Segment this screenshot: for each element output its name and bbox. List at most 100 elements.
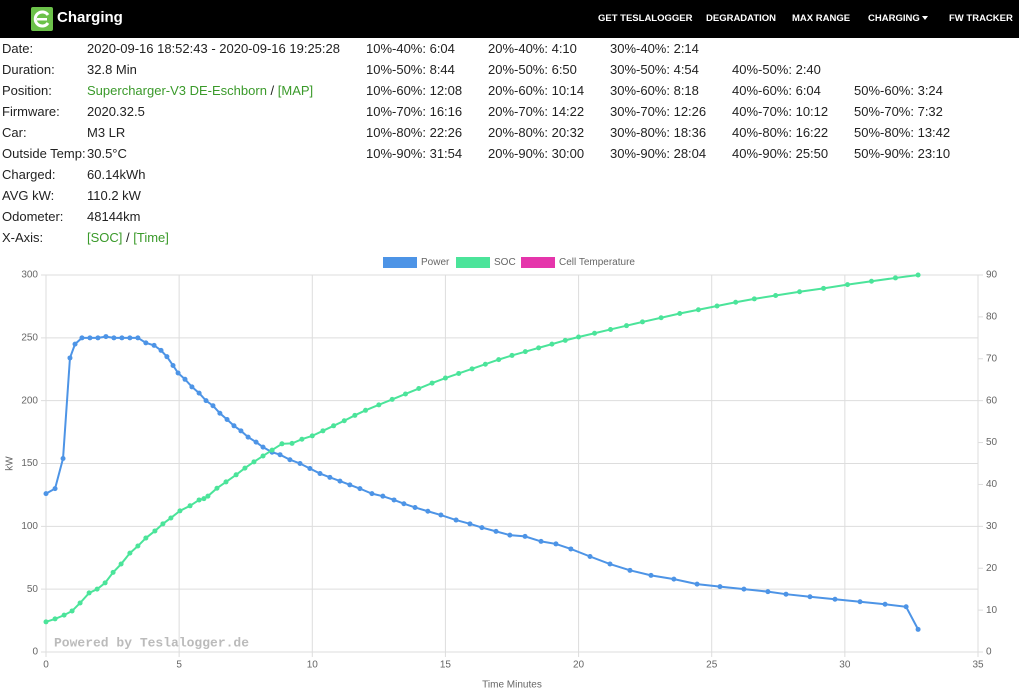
data-point: [627, 567, 633, 573]
legend-label: SOC: [494, 257, 516, 268]
nav-item[interactable]: DEGRADATION: [706, 13, 777, 24]
y2-tick-label: 10: [986, 605, 998, 616]
data-point: [127, 550, 133, 556]
data-point: [238, 428, 244, 434]
data-point: [223, 479, 229, 485]
info-text: 32.8 Min: [87, 62, 137, 77]
duration: 20%-60%: 10:14: [488, 83, 585, 98]
info-text: M3 LR: [87, 125, 126, 140]
info-text: /: [266, 83, 278, 98]
data-point: [94, 586, 100, 592]
duration: 40%-60%: 6:04: [732, 83, 821, 98]
data-point: [143, 535, 149, 541]
y2-tick-label: 50: [986, 437, 998, 448]
x-tick-label: 25: [706, 660, 718, 671]
data-point: [639, 319, 645, 325]
brand[interactable]: Charging: [57, 9, 123, 26]
nav-item[interactable]: CHARGING: [868, 13, 920, 24]
data-point: [160, 521, 166, 527]
duration: 10%-90%: 31:54: [366, 146, 463, 161]
data-point: [61, 612, 67, 618]
data-point: [717, 584, 723, 590]
info-label: Outside Temp:: [2, 146, 86, 161]
duration: 40%-90%: 25:50: [732, 146, 829, 161]
duration: 10%-40%: 6:04: [366, 41, 455, 56]
data-point: [568, 546, 574, 552]
data-point: [538, 538, 544, 544]
nav-item[interactable]: GET TESLALOGGER: [598, 13, 693, 24]
data-point: [175, 370, 181, 376]
duration: 20%-40%: 4:10: [488, 41, 577, 56]
info-value: Supercharger-V3 DE-Eschborn / [MAP]: [87, 83, 313, 98]
data-point: [821, 285, 827, 291]
data-point: [102, 580, 108, 586]
duration: 50%-60%: 3:24: [854, 83, 943, 98]
info-value: 2020.32.5: [87, 104, 145, 119]
info-text: 2020-09-16 18:52:43 - 2020-09-16 19:25:2…: [87, 41, 340, 56]
y2-tick-label: 0: [986, 647, 992, 658]
data-point: [357, 486, 363, 492]
data-point: [245, 434, 251, 440]
y-tick-label: 250: [21, 332, 38, 343]
data-point: [536, 345, 542, 351]
data-point: [87, 335, 93, 341]
link[interactable]: [MAP]: [277, 83, 314, 98]
data-point: [196, 497, 202, 503]
data-point: [467, 521, 473, 527]
data-point: [60, 455, 66, 461]
info-text: 60.14kWh: [87, 167, 146, 182]
x-tick-label: 5: [176, 660, 182, 671]
info-label: Charged:: [2, 167, 56, 182]
nav-item[interactable]: FW TRACKER: [949, 13, 1013, 24]
legend-swatch: [383, 257, 417, 268]
y2-tick-label: 40: [986, 479, 998, 490]
data-point: [562, 337, 568, 343]
duration: 10%-50%: 8:44: [366, 62, 455, 77]
data-point: [331, 423, 337, 429]
y-tick-label: 150: [21, 458, 38, 469]
link[interactable]: Supercharger-V3 DE-Eschborn: [87, 83, 267, 98]
data-point: [915, 626, 921, 632]
y2-tick-label: 20: [986, 563, 998, 574]
data-point: [915, 272, 921, 278]
data-point: [347, 482, 353, 488]
data-point: [416, 386, 422, 392]
data-point: [369, 491, 375, 497]
nav-item[interactable]: MAX RANGE: [792, 13, 851, 24]
data-point: [576, 334, 582, 340]
data-point: [549, 341, 555, 347]
data-point: [425, 508, 431, 514]
data-point: [765, 589, 771, 595]
navbar: Charging GET TESLALOGGER DEGRADATION MAX R…: [0, 0, 1019, 38]
data-point: [297, 461, 303, 466]
info-value: 2020-09-16 18:52:43 - 2020-09-16 19:25:2…: [87, 41, 340, 56]
data-point: [307, 466, 313, 472]
legend-swatch: [521, 257, 555, 268]
data-point: [205, 493, 211, 499]
duration: 30%-60%: 8:18: [610, 83, 699, 98]
info-label: Odometer:: [2, 209, 64, 224]
data-point: [429, 380, 435, 386]
data-point: [217, 410, 223, 416]
info-text: 110.2 kW: [87, 188, 141, 203]
y2-tick-label: 60: [986, 395, 998, 406]
data-point: [86, 590, 92, 596]
data-point: [52, 616, 58, 622]
data-point: [118, 561, 124, 567]
info-value: 110.2 kW: [87, 188, 141, 203]
info-label: Car:: [2, 125, 27, 140]
duration: 10%-80%: 22:26: [366, 125, 463, 140]
data-point: [287, 457, 293, 463]
data-point: [203, 398, 209, 404]
legend-label: Power: [421, 257, 450, 268]
duration: 20%-50%: 6:50: [488, 62, 577, 77]
data-point: [170, 362, 176, 368]
data-point: [277, 452, 283, 458]
link[interactable]: [SOC]: [87, 230, 123, 245]
data-point: [69, 608, 75, 614]
info-label: Position:: [2, 83, 52, 98]
x-tick-label: 30: [839, 660, 851, 671]
link[interactable]: [Time]: [133, 230, 169, 245]
y2-tick-label: 70: [986, 353, 998, 364]
